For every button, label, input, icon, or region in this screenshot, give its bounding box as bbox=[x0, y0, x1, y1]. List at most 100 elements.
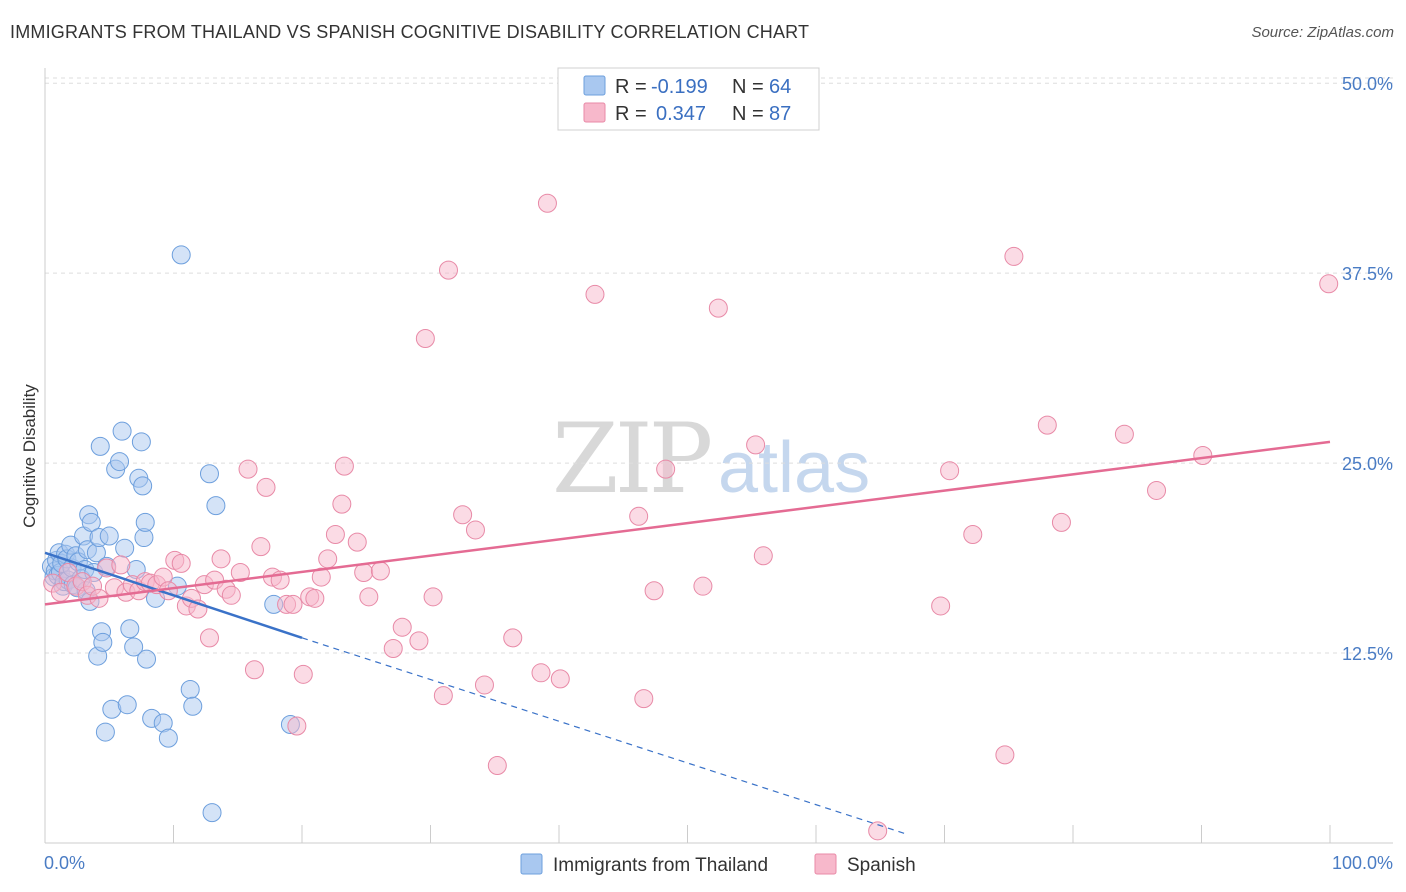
data-point bbox=[465, 520, 485, 540]
data-point bbox=[423, 587, 443, 607]
data-point bbox=[708, 298, 728, 318]
bottom-legend: Immigrants from Thailand Spanish bbox=[520, 853, 916, 876]
data-point bbox=[90, 436, 110, 456]
y-tick-label: 37.5% bbox=[1342, 264, 1393, 284]
legend-r-label-spanish: R = bbox=[615, 103, 647, 125]
data-point bbox=[202, 803, 222, 823]
data-point bbox=[474, 675, 494, 695]
data-point bbox=[629, 506, 649, 526]
data-point bbox=[438, 260, 458, 280]
series-thailand-points bbox=[41, 245, 300, 823]
data-point bbox=[238, 459, 258, 479]
watermark-zip: ZIP bbox=[552, 403, 711, 515]
x-tick-label-max: 100.0% bbox=[1332, 853, 1393, 873]
data-point bbox=[409, 631, 429, 651]
legend-swatch-spanish bbox=[583, 102, 606, 123]
data-point bbox=[1114, 424, 1134, 444]
data-point bbox=[311, 567, 331, 587]
data-point bbox=[256, 477, 276, 497]
data-point bbox=[135, 512, 155, 532]
data-point bbox=[81, 512, 101, 532]
data-point bbox=[325, 525, 345, 545]
data-point bbox=[93, 632, 113, 652]
bottom-legend-label-thailand: Immigrants from Thailand bbox=[553, 855, 768, 876]
data-point bbox=[124, 637, 144, 657]
data-point bbox=[1193, 446, 1213, 465]
data-point bbox=[644, 581, 664, 601]
x-tick-label-min: 0.0% bbox=[44, 853, 85, 873]
data-point bbox=[931, 596, 951, 616]
data-point bbox=[359, 587, 379, 607]
data-point bbox=[656, 459, 676, 479]
data-point bbox=[111, 555, 131, 575]
data-point bbox=[537, 193, 557, 213]
data-point bbox=[1004, 246, 1024, 266]
data-point bbox=[158, 728, 178, 748]
data-point bbox=[453, 505, 473, 525]
data-point bbox=[1051, 512, 1071, 532]
trend-lines bbox=[44, 440, 1331, 835]
data-point bbox=[283, 594, 303, 614]
data-point bbox=[383, 638, 403, 658]
series-spanish-points bbox=[43, 193, 1339, 841]
data-point bbox=[171, 245, 191, 265]
axes bbox=[44, 68, 1393, 844]
trend-line-extension bbox=[301, 637, 907, 835]
data-point bbox=[753, 546, 773, 566]
data-point bbox=[392, 617, 412, 637]
data-point bbox=[180, 680, 200, 700]
data-point bbox=[251, 537, 271, 557]
data-point bbox=[305, 588, 325, 608]
data-point bbox=[550, 669, 570, 689]
y-tick-labels: 12.5% 25.0% 37.5% 50.0% bbox=[1342, 74, 1393, 664]
legend-r-value-thailand: -0.199 bbox=[651, 76, 708, 98]
legend-n-label-thailand: N = bbox=[732, 76, 764, 98]
data-point bbox=[347, 532, 367, 552]
data-point bbox=[995, 745, 1015, 765]
data-point bbox=[1037, 415, 1057, 435]
data-point bbox=[171, 553, 191, 573]
bottom-legend-label-spanish: Spanish bbox=[847, 855, 916, 876]
data-point bbox=[206, 496, 226, 516]
data-point bbox=[199, 628, 219, 648]
legend-n-label-spanish: N = bbox=[732, 103, 764, 125]
data-point bbox=[221, 585, 241, 605]
watermark: ZIP atlas bbox=[552, 403, 870, 515]
y-axis-label: Cognitive Disability bbox=[20, 384, 39, 528]
bottom-legend-swatch-thailand bbox=[520, 853, 543, 875]
data-point bbox=[230, 563, 250, 583]
data-point bbox=[332, 494, 352, 514]
legend-n-value-thailand: 64 bbox=[769, 76, 791, 98]
data-point bbox=[199, 464, 219, 484]
data-point bbox=[334, 456, 354, 476]
data-point bbox=[133, 476, 153, 496]
data-point bbox=[1147, 480, 1167, 500]
y-tick-label: 25.0% bbox=[1342, 454, 1393, 474]
data-point bbox=[137, 649, 157, 669]
data-point bbox=[293, 664, 313, 684]
data-point bbox=[634, 689, 654, 709]
data-point bbox=[287, 716, 307, 736]
data-point bbox=[693, 576, 713, 596]
data-point bbox=[503, 628, 523, 648]
data-point bbox=[120, 619, 140, 639]
data-point bbox=[1319, 274, 1339, 294]
data-point bbox=[211, 549, 231, 569]
legend-n-value-spanish: 87 bbox=[769, 103, 791, 125]
legend-r-value-spanish: 0.347 bbox=[656, 103, 706, 125]
data-point bbox=[531, 663, 551, 683]
y-tick-label: 12.5% bbox=[1342, 644, 1393, 664]
watermark-atlas: atlas bbox=[718, 428, 870, 508]
data-point bbox=[415, 328, 435, 348]
data-point bbox=[370, 561, 390, 581]
chart-title: IMMIGRANTS FROM THAILAND VS SPANISH COGN… bbox=[10, 22, 810, 42]
data-point bbox=[318, 549, 338, 569]
trend-line bbox=[44, 551, 303, 640]
data-point bbox=[746, 435, 766, 455]
data-point bbox=[940, 461, 960, 481]
bottom-legend-swatch-spanish bbox=[814, 853, 837, 875]
trend-line bbox=[44, 440, 1331, 606]
data-point bbox=[244, 660, 264, 680]
data-point bbox=[117, 695, 137, 715]
